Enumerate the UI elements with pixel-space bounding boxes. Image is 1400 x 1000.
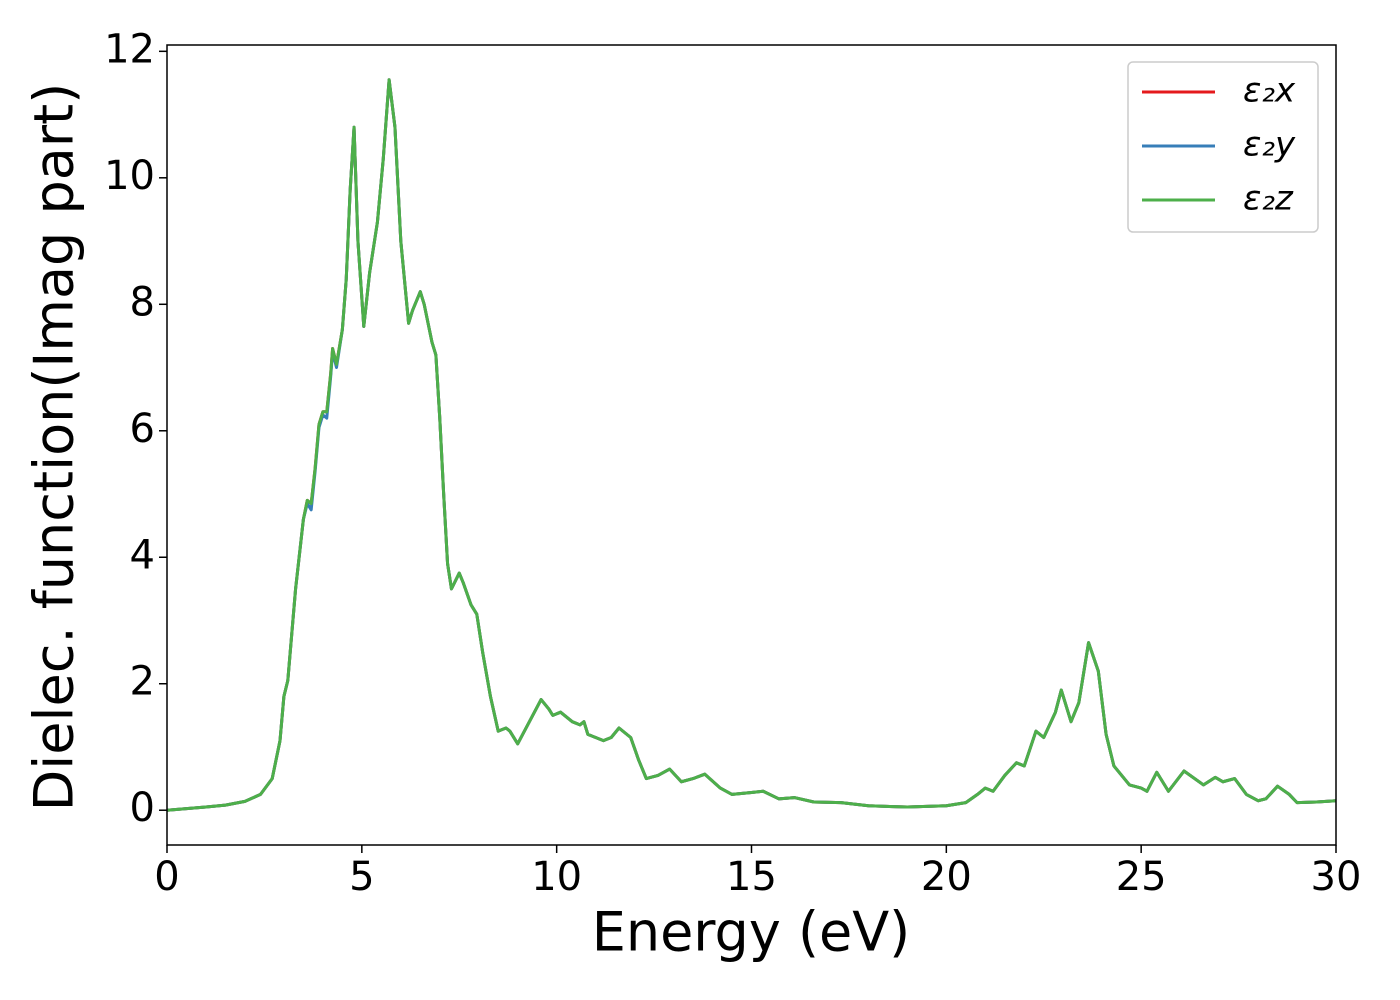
x-tick-label: 5	[349, 854, 374, 900]
legend-box	[1127, 61, 1319, 233]
x-tick-label: 15	[726, 854, 777, 900]
legend-label: ε₂x	[1243, 71, 1296, 111]
x-tick-label: 10	[531, 854, 582, 900]
x-tick-label: 0	[154, 854, 179, 900]
x-axis-label: Energy (eV)	[592, 901, 911, 964]
x-tick-label: 25	[1116, 854, 1167, 900]
y-axis-label: Dielec. function(Imag part)	[23, 83, 86, 812]
legend-label: ε₂y	[1243, 125, 1296, 165]
legend-label: ε₂z	[1243, 179, 1294, 219]
y-tick-label: 6	[130, 406, 155, 452]
x-tick-label: 30	[1311, 854, 1362, 900]
y-tick-label: 10	[104, 153, 155, 199]
series-line	[166, 78, 1337, 812]
y-tick-label: 4	[130, 532, 155, 578]
y-tick-label: 2	[130, 659, 155, 705]
y-tick-label: 8	[130, 279, 155, 325]
plot-frame	[166, 44, 1337, 846]
x-tick-label: 20	[921, 854, 972, 900]
y-tick-label: 0	[130, 785, 155, 831]
y-tick-label: 12	[104, 26, 155, 72]
